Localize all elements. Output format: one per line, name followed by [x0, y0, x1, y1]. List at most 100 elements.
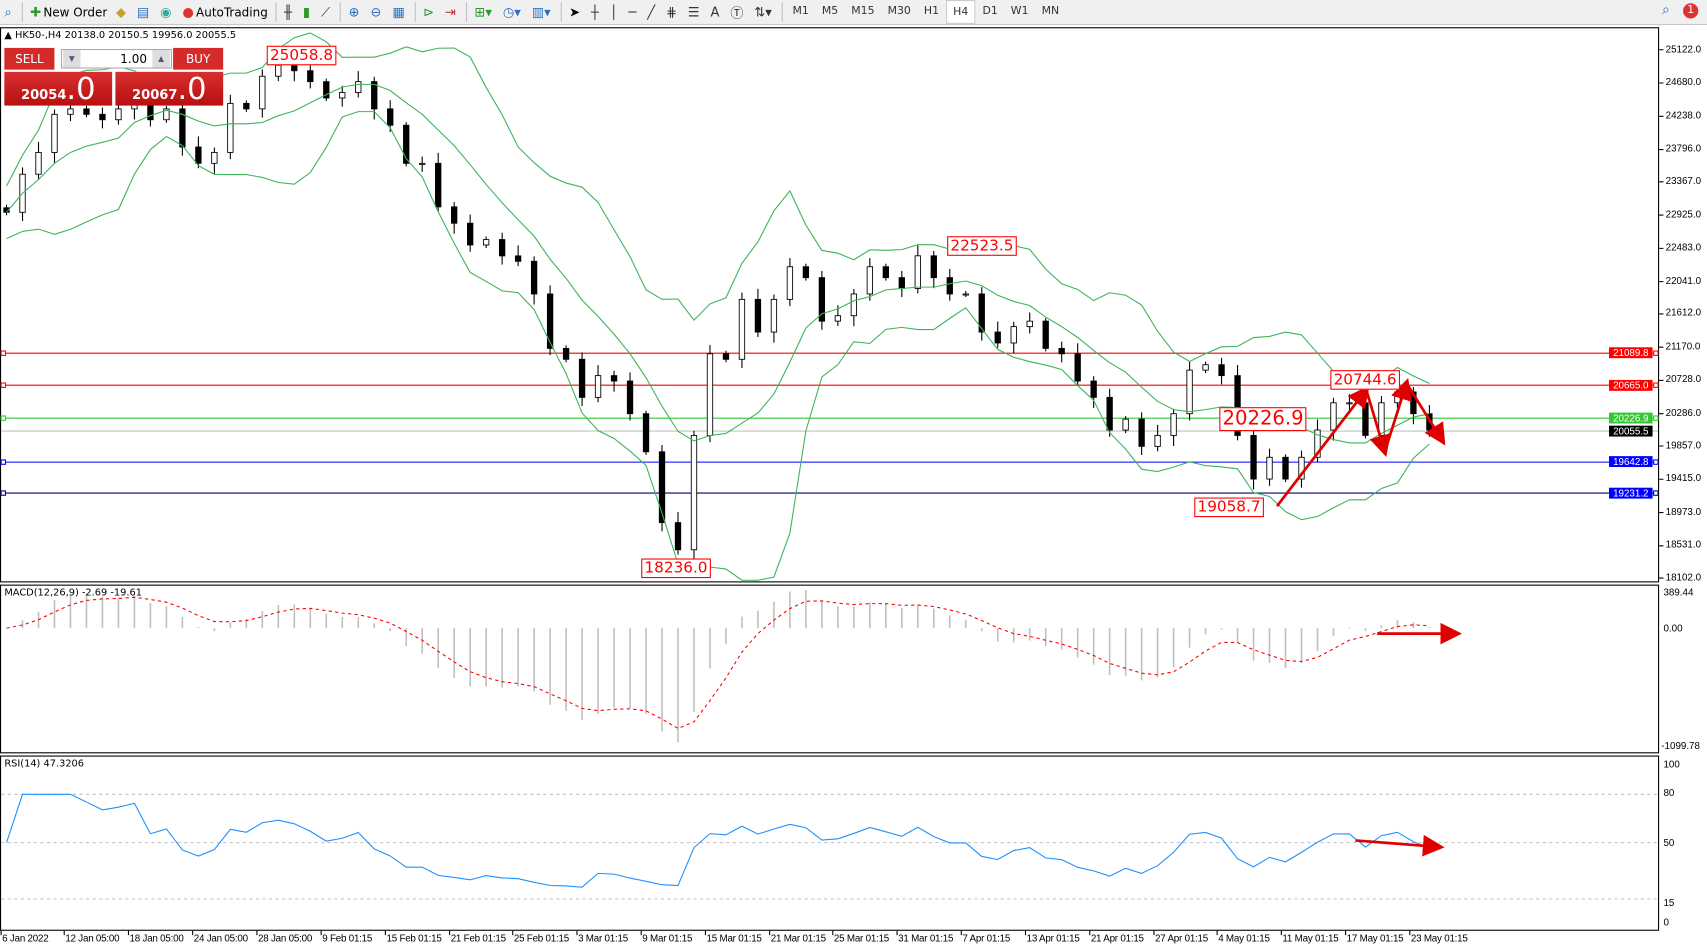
text-button[interactable]: A — [706, 1, 726, 23]
crosshair-button[interactable]: ┼ — [587, 1, 606, 23]
candlestick-icon: ▮ — [302, 4, 311, 20]
candle-bullish — [866, 266, 874, 295]
divider — [21, 2, 23, 22]
peak-annotation[interactable]: 22523.5 — [947, 236, 1017, 256]
chart-shift-icon: ⇥ — [445, 4, 456, 20]
new-order-button[interactable]: ✚ New Order — [26, 1, 112, 23]
autotrading-button[interactable]: ● AutoTrading — [178, 1, 272, 23]
timeframe-w1[interactable]: W1 — [1010, 4, 1029, 17]
bollinger-lower-band — [6, 111, 1430, 581]
candle-bullish — [35, 151, 42, 175]
time-axis-label: 17 May 01:15 — [1346, 932, 1404, 944]
macd-pane[interactable] — [0, 584, 1660, 754]
notifications-badge[interactable]: 1 — [1683, 2, 1699, 18]
price-axis-label: 21170.0 — [1665, 340, 1701, 352]
recent-low-annotation[interactable]: 19058.7 — [1194, 497, 1264, 518]
candle-bearish — [435, 162, 442, 208]
rsi-pane[interactable] — [0, 755, 1660, 931]
timeframe-bar: M1 M5 M15 M30 H1 H4 D1 W1 MN — [786, 0, 1066, 24]
timeframe-mn[interactable]: MN — [1041, 4, 1060, 17]
cursor-button[interactable]: ➤ — [565, 1, 587, 23]
recent-high-annotation[interactable]: 20744.6 — [1330, 370, 1400, 390]
text-label-icon: Ⓣ — [730, 4, 744, 21]
candle-bearish — [3, 207, 10, 213]
candle-bullish — [850, 293, 858, 317]
autoscroll-button[interactable]: ⊳ — [419, 1, 441, 23]
lot-increase-button[interactable]: ▲ — [152, 50, 170, 68]
level-handle — [1653, 459, 1659, 465]
toolbar: ⌕ ✚ New Order ◆ ▤ ◉ ● AutoTrading ╫ ▮ ⟋ ⊕ … — [0, 0, 1707, 26]
time-axis-label: 31 Mar 01:15 — [898, 932, 954, 944]
price-axis-label: 25122.0 — [1665, 43, 1702, 55]
periods-button[interactable]: ◷▾ — [499, 1, 528, 23]
rsi-axis-0: 0 — [1663, 916, 1669, 928]
timeframe-h4[interactable]: H4 — [945, 0, 976, 24]
search-icon[interactable]: ⌕ — [1662, 2, 1670, 19]
price-axis-label: 23367.0 — [1665, 175, 1702, 187]
support-annotation[interactable]: 20226.9 — [1219, 407, 1307, 432]
candle-chart-button[interactable]: ▮ — [299, 1, 317, 23]
sell-price[interactable]: 20054.0 — [4, 71, 113, 106]
timeframe-h1[interactable]: H1 — [923, 4, 940, 17]
candle-bearish — [1282, 456, 1289, 480]
candle-bullish — [834, 315, 842, 322]
indicators-button[interactable]: ⊞▾ — [470, 1, 498, 23]
vertical-line-icon: │ — [609, 4, 618, 20]
trendline-icon: ╱ — [647, 4, 656, 20]
bar-chart-icon: ╫ — [284, 4, 293, 20]
zoom-tool-button[interactable]: ⌕ — [0, 1, 18, 23]
lot-size-input[interactable]: 1.00 — [60, 48, 173, 69]
price-chart-pane[interactable] — [0, 27, 1660, 583]
zoom-in-button[interactable]: ⊕ — [344, 1, 366, 23]
candle-bullish — [163, 108, 170, 121]
vertical-line-button[interactable]: │ — [605, 1, 624, 23]
toolbar-button[interactable]: ▤ — [133, 1, 156, 23]
low-annotation[interactable]: 18236.0 — [641, 558, 711, 579]
rsi-axis-100: 100 — [1663, 758, 1680, 770]
candle-bullish — [51, 113, 58, 153]
candle-bearish — [467, 222, 474, 246]
chart-shift-button[interactable]: ⇥ — [441, 1, 463, 23]
macd-label: MACD(12,26,9) -2.69 -19.61 — [4, 587, 142, 599]
zoom-out-icon: ⊖ — [370, 4, 382, 20]
trendline-button[interactable]: ╱ — [643, 1, 662, 23]
horizontal-line-button[interactable]: ─ — [624, 1, 643, 23]
timeframe-d1[interactable]: D1 — [982, 4, 998, 17]
tile-windows-button[interactable]: ▦ — [388, 1, 411, 23]
lot-decrease-button[interactable]: ▼ — [63, 50, 81, 68]
candle-bearish — [1058, 347, 1065, 355]
text-label-button[interactable]: Ⓣ — [726, 1, 750, 23]
toolbar-button[interactable]: ◉ — [156, 1, 178, 23]
arrows-button[interactable]: ⇅▾ — [750, 1, 778, 23]
timeframe-m5[interactable]: M5 — [821, 4, 839, 17]
level-price-label: 20055.5 — [1609, 425, 1653, 437]
sell-button[interactable]: SELL — [4, 47, 55, 70]
buy-button[interactable]: BUY — [173, 47, 224, 70]
time-axis-label: 25 Feb 01:15 — [513, 932, 569, 944]
level-handle — [0, 415, 6, 421]
zoom-out-button[interactable]: ⊖ — [366, 1, 388, 23]
timeframe-m15[interactable]: M15 — [851, 4, 875, 17]
level-handle — [1653, 490, 1659, 496]
level-price-label: 19642.8 — [1609, 456, 1653, 468]
timeframe-m30[interactable]: M30 — [887, 4, 911, 17]
candle-bearish — [179, 108, 186, 148]
toolbar-button[interactable]: ◆ — [112, 1, 133, 23]
fibonacci-button[interactable]: ☰ — [684, 1, 707, 23]
high-annotation[interactable]: 25058.8 — [266, 45, 337, 66]
timeframe-m1[interactable]: M1 — [792, 4, 809, 17]
candle-bullish — [67, 108, 74, 115]
candle-bearish — [994, 331, 1001, 344]
candle-bullish — [1266, 456, 1273, 480]
templates-button[interactable]: ▥▾ — [527, 1, 557, 23]
price-axis-label: 22041.0 — [1665, 275, 1702, 286]
divider — [414, 2, 416, 22]
candle-bullish — [482, 239, 490, 246]
line-chart-button[interactable]: ⟋ — [317, 1, 337, 23]
buy-price[interactable]: 20067.0 — [115, 71, 224, 106]
channel-button[interactable]: ⋕ — [662, 1, 684, 23]
trend-arrow — [1355, 834, 1445, 857]
clock-icon: ◷▾ — [502, 4, 521, 20]
bar-chart-button[interactable]: ╫ — [280, 1, 299, 23]
